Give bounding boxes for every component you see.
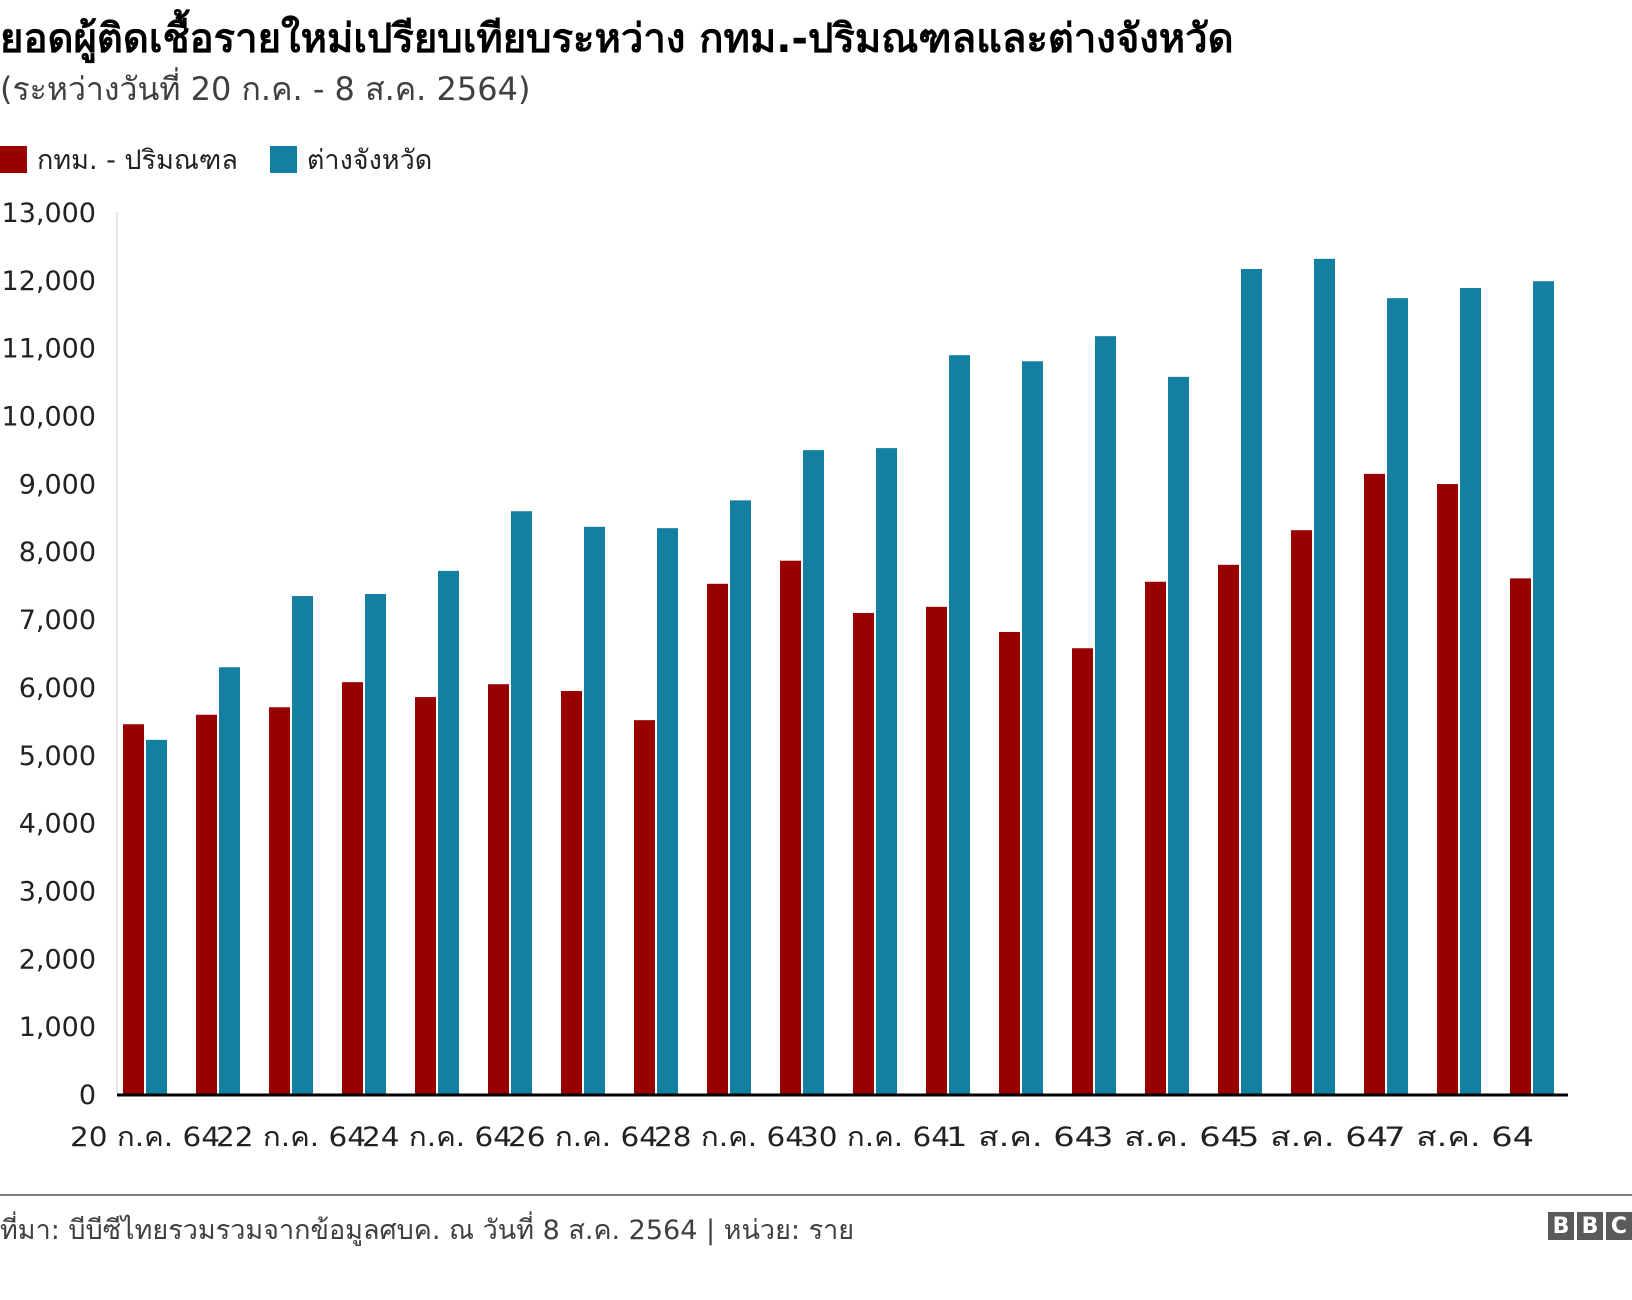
x-tick-label: 30 ก.ค. 64 xyxy=(800,1122,950,1153)
bar-provinces xyxy=(292,596,313,1094)
y-tick-label: 1,000 xyxy=(19,1012,96,1043)
y-tick-label: 9,000 xyxy=(19,469,96,500)
bar-provinces xyxy=(803,450,824,1094)
legend: กทม. - ปริมณฑล ต่างจังหวัด xyxy=(0,138,464,181)
bar-provinces xyxy=(1095,336,1116,1094)
bar-provinces xyxy=(1241,268,1262,1094)
bar-provinces xyxy=(730,500,751,1094)
bar-bangkok xyxy=(1072,648,1093,1094)
y-tick-label: 8,000 xyxy=(19,537,96,568)
bar-provinces xyxy=(1168,376,1189,1094)
bar-bangkok xyxy=(1364,473,1385,1095)
bar-provinces xyxy=(1022,361,1043,1094)
legend-swatch-provinces xyxy=(269,146,297,173)
bar-provinces xyxy=(584,526,605,1094)
x-tick-label: 3 ส.ค. 64 xyxy=(1092,1122,1242,1153)
bar-bangkok xyxy=(634,720,655,1094)
y-tick-label: 4,000 xyxy=(19,809,96,840)
bar-bangkok xyxy=(707,583,728,1094)
chart-subtitle: (ระหว่างวันที่ 20 ก.ค. - 8 ส.ค. 2564) xyxy=(0,70,531,108)
x-tick-label: 7 ส.ค. 64 xyxy=(1384,1122,1534,1153)
bar-bangkok xyxy=(853,612,874,1094)
bar-bangkok xyxy=(1291,530,1312,1094)
bar-provinces xyxy=(1314,258,1335,1094)
x-tick-label: 20 ก.ค. 64 xyxy=(70,1122,220,1153)
bar-bangkok xyxy=(999,631,1020,1094)
y-tick-label: 2,000 xyxy=(19,944,96,975)
bar-provinces xyxy=(219,667,240,1094)
bar-provinces xyxy=(146,739,167,1094)
bar-bangkok xyxy=(269,707,290,1094)
x-tick-label: 24 ก.ค. 64 xyxy=(362,1122,512,1153)
y-tick-label: 11,000 xyxy=(2,334,96,365)
chart-title: ยอดผู้ติดเชื้อรายใหม่เปรียบเทียบระหว่าง … xyxy=(0,16,1234,62)
bar-provinces xyxy=(657,528,678,1094)
y-tick-label: 3,000 xyxy=(19,876,96,907)
legend-item-provinces: ต่างจังหวัด xyxy=(269,138,433,181)
x-tick-label: 1 ส.ค. 64 xyxy=(946,1122,1096,1153)
bar-bangkok xyxy=(926,606,947,1094)
bar-provinces xyxy=(1460,287,1481,1095)
x-tick-label: 26 ก.ค. 64 xyxy=(508,1122,658,1153)
bar-provinces xyxy=(511,511,532,1094)
bar-provinces xyxy=(1387,298,1408,1094)
bar-bangkok xyxy=(196,714,217,1094)
bar-bangkok xyxy=(561,690,582,1094)
legend-label-bangkok: กทม. - ปริมณฑล xyxy=(37,145,238,176)
bar-bangkok xyxy=(1218,564,1239,1094)
bar-bangkok xyxy=(1510,578,1531,1094)
legend-swatch-bangkok xyxy=(0,146,27,173)
bar-bangkok xyxy=(488,684,509,1094)
bar-bangkok xyxy=(415,697,436,1094)
y-tick-label: 13,000 xyxy=(2,198,96,229)
x-tick-label: 22 ก.ค. 64 xyxy=(216,1122,366,1153)
bar-bangkok xyxy=(1437,484,1458,1094)
bar-bangkok xyxy=(780,560,801,1094)
bar-bangkok xyxy=(342,682,363,1094)
bar-bangkok xyxy=(123,724,144,1094)
bar-provinces xyxy=(949,355,970,1094)
bar-bangkok xyxy=(1145,581,1166,1094)
bar-provinces xyxy=(1533,281,1554,1094)
y-tick-label: 7,000 xyxy=(19,605,96,636)
legend-label-provinces: ต่างจังหวัด xyxy=(306,145,433,176)
bar-provinces xyxy=(438,570,459,1094)
bar-provinces xyxy=(876,448,897,1094)
x-tick-label: 5 ส.ค. 64 xyxy=(1238,1122,1388,1153)
y-tick-label: 0 xyxy=(79,1080,96,1111)
x-tick-label: 28 ก.ค. 64 xyxy=(654,1122,804,1153)
footer-source: ที่มา: บีบีซีไทยรวมรวมจากข้อมูลศบค. ณ วั… xyxy=(0,1215,855,1246)
y-tick-label: 10,000 xyxy=(2,402,96,433)
y-tick-label: 12,000 xyxy=(2,266,96,297)
legend-item-bangkok: กทม. - ปริมณฑล xyxy=(0,138,238,181)
bar-provinces xyxy=(365,593,386,1094)
footer-divider xyxy=(0,1194,1632,1196)
y-tick-label: 6,000 xyxy=(19,673,96,704)
y-tick-label: 5,000 xyxy=(19,741,96,772)
